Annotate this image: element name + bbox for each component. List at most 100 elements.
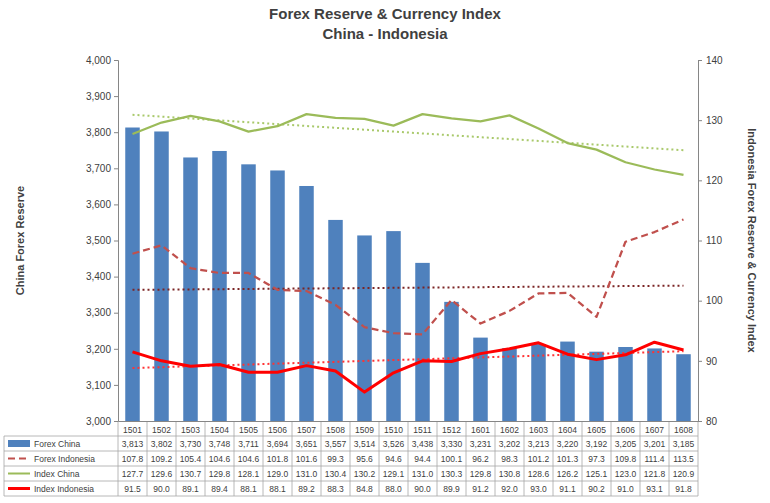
y-tick-label: 3,800 xyxy=(86,127,111,138)
y2-tick-label: 120 xyxy=(706,175,723,186)
table-rule xyxy=(524,422,525,496)
table-value: 107.8 xyxy=(122,454,144,464)
table-value: 101.8 xyxy=(267,454,289,464)
table-value: 125.1 xyxy=(586,469,608,479)
table-value: 91.2 xyxy=(472,484,489,494)
y2-tick-label: 130 xyxy=(706,115,723,126)
table-value: 3,202 xyxy=(499,439,521,449)
y2-tick-mark xyxy=(698,421,702,422)
y-tick-label: 3,000 xyxy=(86,416,111,427)
y-tick: 3,100 xyxy=(86,380,118,391)
bar xyxy=(473,338,488,421)
table-value: 3,748 xyxy=(209,439,231,449)
bar xyxy=(589,352,604,421)
y2-tick: 90 xyxy=(698,356,718,367)
table-value: 113.5 xyxy=(673,454,694,464)
table-value: 130.2 xyxy=(354,469,376,479)
y2-tick-mark xyxy=(698,60,702,61)
table-value: 129.1 xyxy=(383,469,405,479)
legend-swatch xyxy=(8,440,30,447)
y-tick-mark xyxy=(114,204,118,205)
y2-tick-label: 100 xyxy=(706,295,723,306)
y-tick: 3,400 xyxy=(86,271,118,282)
table-value: 3,201 xyxy=(644,439,666,449)
x-axis xyxy=(119,421,699,422)
y-tick: 3,300 xyxy=(86,307,118,318)
table-value: 92.0 xyxy=(501,484,518,494)
y2-tick: 130 xyxy=(698,115,723,126)
table-rule xyxy=(350,422,351,496)
table-value: 3,192 xyxy=(586,439,608,449)
table-rule xyxy=(234,422,235,496)
table-value: 98.3 xyxy=(501,454,518,464)
table-rule xyxy=(4,496,698,497)
table-rule xyxy=(698,422,699,496)
y-tick-mark xyxy=(114,60,118,61)
y-tick-mark xyxy=(114,96,118,97)
table-value: 129.8 xyxy=(209,469,231,479)
y-tick: 3,600 xyxy=(86,199,118,210)
y2-tick: 120 xyxy=(698,175,723,186)
subtitle: China - Indonesia xyxy=(322,25,448,42)
x-tick-label: 1504 xyxy=(210,425,229,435)
y-tick-mark xyxy=(114,277,118,278)
table-value: 101.3 xyxy=(557,454,579,464)
x-tick-label: 1502 xyxy=(152,425,171,435)
x-tick-label: 1506 xyxy=(268,425,287,435)
y2-tick-mark xyxy=(698,361,702,362)
table-value: 3,213 xyxy=(528,439,550,449)
y-axis-title: China Forex Reserve xyxy=(14,186,26,295)
table-value: 3,730 xyxy=(180,439,202,449)
bar xyxy=(647,348,662,421)
title: Forex Reserve & Currency Index xyxy=(269,5,501,22)
y-tick: 3,800 xyxy=(86,127,118,138)
bar xyxy=(241,164,256,421)
y-tick-label: 3,200 xyxy=(86,344,111,355)
table-rule xyxy=(4,436,5,496)
table-value: 91.8 xyxy=(675,484,692,494)
table-value: 131.0 xyxy=(412,469,434,479)
y-tick-label: 4,000 xyxy=(86,55,111,66)
table-value: 93.1 xyxy=(646,484,663,494)
legend-label: Forex China xyxy=(34,439,81,449)
table-value: 130.7 xyxy=(180,469,202,479)
x-tick-label: 1509 xyxy=(355,425,374,435)
x-tick-label: 1607 xyxy=(645,425,664,435)
table-value: 3,514 xyxy=(354,439,376,449)
table-rule xyxy=(437,422,438,496)
legend-swatch xyxy=(8,458,30,460)
line xyxy=(133,342,684,392)
table-rule xyxy=(4,451,698,452)
y-tick-mark xyxy=(114,385,118,386)
table-value: 3,330 xyxy=(441,439,463,449)
y-tick-label: 3,500 xyxy=(86,235,111,246)
y-tick-mark xyxy=(114,168,118,169)
y-tick-mark xyxy=(114,313,118,314)
table-rule xyxy=(611,422,612,496)
legend-label: Index Indonesia xyxy=(34,484,94,494)
bar xyxy=(299,186,314,421)
legend-label: Index China xyxy=(34,469,80,479)
x-tick-label: 1505 xyxy=(239,425,258,435)
table-rule xyxy=(640,422,641,496)
table-value: 3,220 xyxy=(557,439,579,449)
table-value: 104.6 xyxy=(209,454,231,464)
table-rule xyxy=(118,422,119,496)
x-tick-label: 1501 xyxy=(123,425,142,435)
y-tick-label: 3,300 xyxy=(86,307,111,318)
y2-tick-mark xyxy=(698,301,702,302)
table-value: 130.8 xyxy=(499,469,521,479)
y-tick: 3,500 xyxy=(86,235,118,246)
table-value: 93.0 xyxy=(530,484,547,494)
table-value: 3,651 xyxy=(296,439,318,449)
bar xyxy=(183,157,198,421)
y2-tick-label: 140 xyxy=(706,55,723,66)
y2-tick-label: 90 xyxy=(706,356,718,367)
table-value: 129.6 xyxy=(151,469,173,479)
x-tick-label: 1605 xyxy=(587,425,606,435)
table-value: 88.1 xyxy=(269,484,286,494)
y2-tick: 100 xyxy=(698,295,723,306)
table-value: 3,802 xyxy=(151,439,173,449)
x-tick-label: 1602 xyxy=(500,425,519,435)
table-value: 130.3 xyxy=(441,469,463,479)
